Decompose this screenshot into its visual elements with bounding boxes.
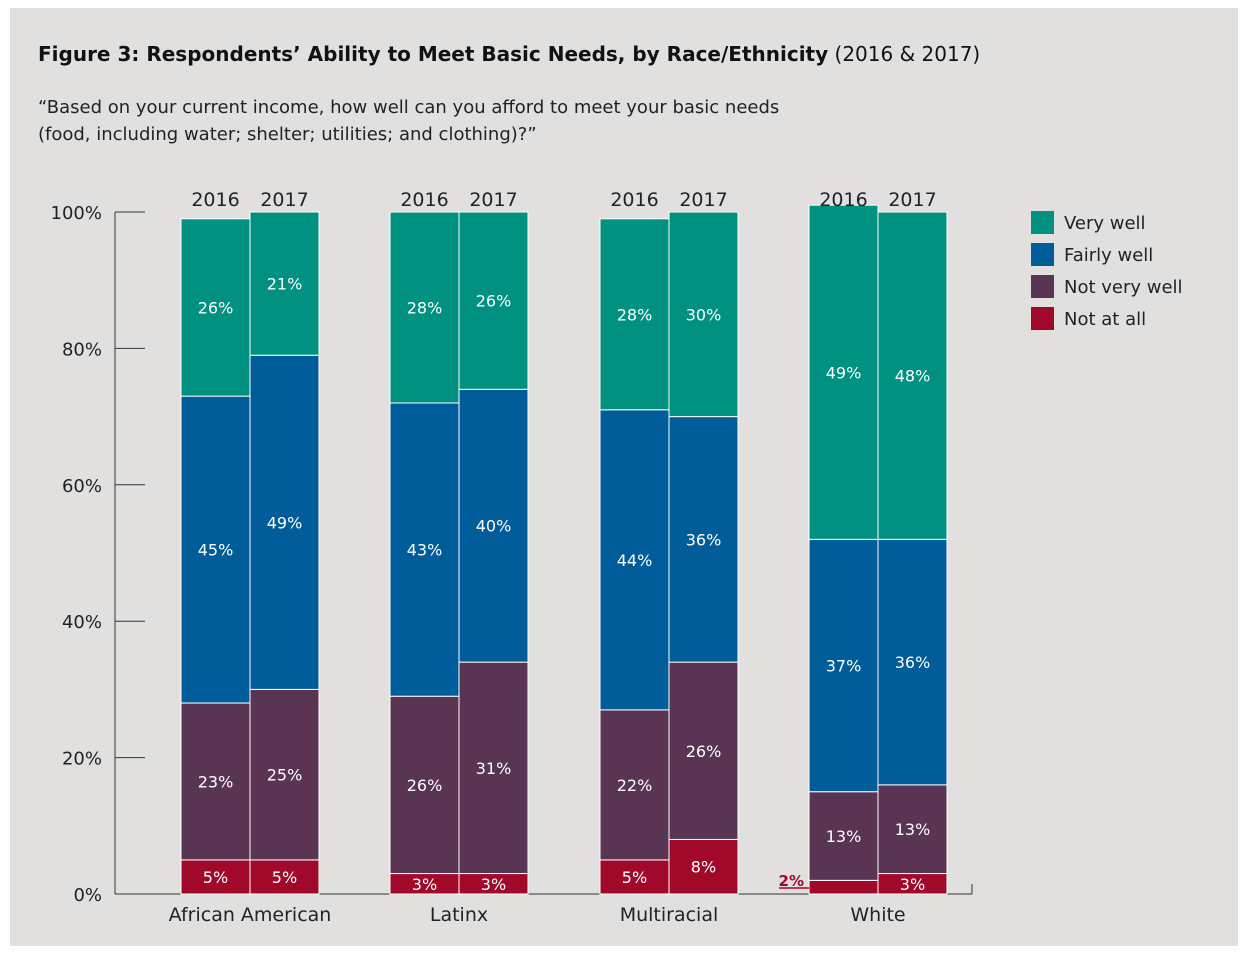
legend-swatch-not-at-all <box>1031 307 1054 330</box>
data-label-latinx-2017-not-very-well: 31% <box>476 759 512 778</box>
bar-segment-multiracial-2017-very-well <box>668 211 739 418</box>
bar-segment-white-2017-fairly-well <box>877 538 948 786</box>
data-label-african-american-2016-fairly-well: 45% <box>198 541 234 560</box>
y-tick-label: 60% <box>62 476 102 497</box>
year-label-african-american-2016: 2016 <box>191 189 239 211</box>
bar-segment-multiracial-2016-very-well <box>599 218 670 411</box>
group-label-white: White <box>850 904 905 926</box>
chart-subtitle: “Based on your current income, how well … <box>38 94 938 148</box>
chart-title: Figure 3: Respondents’ Ability to Meet B… <box>38 42 980 66</box>
legend-label-not-at-all: Not at all <box>1064 309 1146 330</box>
subtitle-line-2: (food, including water; shelter; utiliti… <box>38 124 537 145</box>
data-label-multiracial-2017-not-at-all: 8% <box>691 858 716 877</box>
y-tick-label: 20% <box>62 749 102 770</box>
data-label-african-american-2016-not-very-well: 23% <box>198 772 234 791</box>
group-label-latinx: Latinx <box>430 904 488 926</box>
legend-swatch-not-very-well <box>1031 275 1054 298</box>
data-label-african-american-2017-not-very-well: 25% <box>267 766 303 785</box>
bar-segment-african-american-2016-not-very-well <box>180 702 251 861</box>
data-label-white-2016-not-very-well: 13% <box>826 827 862 846</box>
y-tick-label: 80% <box>62 339 102 360</box>
y-tick-label: 0% <box>73 885 102 906</box>
chart-title-main: Figure 3: Respondents’ Ability to Meet B… <box>38 42 829 66</box>
data-label-white-2017-fairly-well: 36% <box>895 653 931 672</box>
data-label-african-american-2017-fairly-well: 49% <box>267 513 303 532</box>
bar-segment-white-2016-not-at-all <box>808 879 879 895</box>
data-label-latinx-2016-very-well: 28% <box>407 298 443 317</box>
bar-segment-latinx-2017-not-very-well <box>458 661 529 875</box>
bar-segment-multiracial-2016-not-very-well <box>599 709 670 861</box>
data-label-multiracial-2016-not-very-well: 22% <box>617 776 653 795</box>
bar-segment-latinx-2017-very-well <box>458 211 529 390</box>
data-label-latinx-2016-fairly-well: 43% <box>407 541 443 560</box>
legend-swatch-fairly-well <box>1031 243 1054 266</box>
bar-segment-multiracial-2017-fairly-well <box>668 416 739 663</box>
year-label-multiracial-2017: 2017 <box>679 189 727 211</box>
data-label-african-american-2017-not-at-all: 5% <box>272 868 297 887</box>
data-label-white-2017-very-well: 48% <box>895 367 931 386</box>
bar-segment-white-2017-not-very-well <box>877 784 948 875</box>
data-label-latinx-2017-not-at-all: 3% <box>481 875 506 894</box>
bar-segment-latinx-2016-fairly-well <box>389 402 460 697</box>
bar-segment-latinx-2016-not-very-well <box>389 695 460 875</box>
data-label-white-2016-very-well: 49% <box>826 363 862 382</box>
year-label-african-american-2017: 2017 <box>260 189 308 211</box>
bar-segment-multiracial-2017-not-very-well <box>668 661 739 840</box>
legend-swatch-very-well <box>1031 211 1054 234</box>
bar-segment-african-american-2016-fairly-well <box>180 395 251 704</box>
data-label-african-american-2016-not-at-all: 5% <box>203 868 228 887</box>
bar-segment-latinx-2016-very-well <box>389 211 460 404</box>
bar-segment-white-2016-not-very-well <box>808 791 879 881</box>
year-label-latinx-2016: 2016 <box>400 189 448 211</box>
data-label-white-2017-not-at-all: 3% <box>900 875 925 894</box>
group-label-multiracial: Multiracial <box>620 904 719 926</box>
bar-segment-white-2016-fairly-well <box>808 538 879 793</box>
bar-segment-white-2016-very-well <box>808 204 879 540</box>
data-label-latinx-2017-fairly-well: 40% <box>476 517 512 536</box>
y-tick-label: 100% <box>51 203 102 224</box>
bar-segment-african-american-2017-fairly-well <box>249 354 320 690</box>
bar-segment-multiracial-2017-not-at-all <box>668 838 739 895</box>
year-label-white-2017: 2017 <box>888 189 936 211</box>
chart-title-years: (2016 & 2017) <box>834 42 981 66</box>
data-label-african-american-2016-very-well: 26% <box>198 298 234 317</box>
data-label-multiracial-2016-fairly-well: 44% <box>617 551 653 570</box>
year-label-multiracial-2016: 2016 <box>610 189 658 211</box>
bar-segment-african-american-2017-very-well <box>249 211 320 356</box>
year-label-white-2016: 2016 <box>819 189 867 211</box>
data-label-multiracial-2017-fairly-well: 36% <box>686 530 722 549</box>
data-label-white-2016-fairly-well: 37% <box>826 657 862 676</box>
bar-segment-multiracial-2016-fairly-well <box>599 409 670 711</box>
bar-segment-latinx-2017-fairly-well <box>458 388 529 663</box>
y-tick-label: 40% <box>62 612 102 633</box>
data-label-multiracial-2016-very-well: 28% <box>617 305 653 324</box>
group-label-african-american: African American <box>169 904 332 926</box>
data-label-latinx-2016-not-at-all: 3% <box>412 875 437 894</box>
data-label-multiracial-2017-not-very-well: 26% <box>686 742 722 761</box>
bar-segment-white-2017-very-well <box>877 211 948 540</box>
legend-label-fairly-well: Fairly well <box>1064 245 1153 266</box>
data-label-latinx-2016-not-very-well: 26% <box>407 776 443 795</box>
data-label-african-american-2017-very-well: 21% <box>267 275 303 294</box>
legend-label-very-well: Very well <box>1064 213 1146 234</box>
callout-label: 2% <box>779 872 804 890</box>
data-label-white-2017-not-very-well: 13% <box>895 820 931 839</box>
subtitle-line-1: “Based on your current income, how well … <box>38 97 780 118</box>
year-label-latinx-2017: 2017 <box>469 189 517 211</box>
bar-segment-african-american-2017-not-at-all <box>249 859 320 895</box>
data-label-multiracial-2017-very-well: 30% <box>686 305 722 324</box>
data-label-latinx-2017-very-well: 26% <box>476 292 512 311</box>
data-label-multiracial-2016-not-at-all: 5% <box>622 868 647 887</box>
legend-label-not-very-well: Not very well <box>1064 277 1183 298</box>
